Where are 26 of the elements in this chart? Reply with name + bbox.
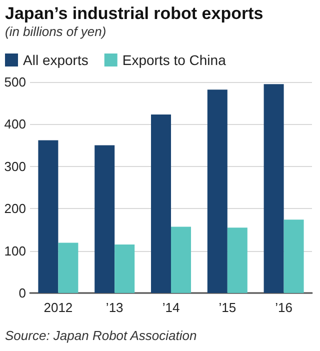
x-tick-label: 2012 — [44, 300, 73, 315]
bar — [207, 90, 228, 293]
bar — [171, 226, 191, 293]
legend-label: Exports to China — [122, 52, 226, 68]
bar — [114, 244, 135, 293]
y-tick-label: 500 — [4, 74, 26, 90]
x-tick-label: ’16 — [275, 300, 292, 315]
chart-subtitle: (in billions of yen) — [5, 24, 106, 39]
bar — [94, 145, 115, 293]
bar — [264, 84, 284, 293]
x-tick-label: ’13 — [106, 300, 124, 315]
bar — [38, 140, 58, 293]
bar — [284, 220, 304, 293]
x-tick-label: ’14 — [162, 300, 180, 315]
bar — [151, 114, 171, 293]
x-tick-label: ’15 — [218, 300, 236, 315]
legend-label: All exports — [23, 52, 88, 68]
y-tick-label: 200 — [4, 201, 26, 216]
y-tick-label: 400 — [4, 116, 26, 132]
bar — [58, 242, 78, 293]
chart-title: Japan’s industrial robot exports — [5, 4, 264, 23]
y-tick-label: 300 — [4, 158, 26, 174]
bar — [227, 228, 248, 293]
source-note: Source: Japan Robot Association — [5, 328, 197, 343]
y-tick-label: 100 — [4, 243, 26, 258]
y-tick-label: 0 — [18, 286, 26, 300]
